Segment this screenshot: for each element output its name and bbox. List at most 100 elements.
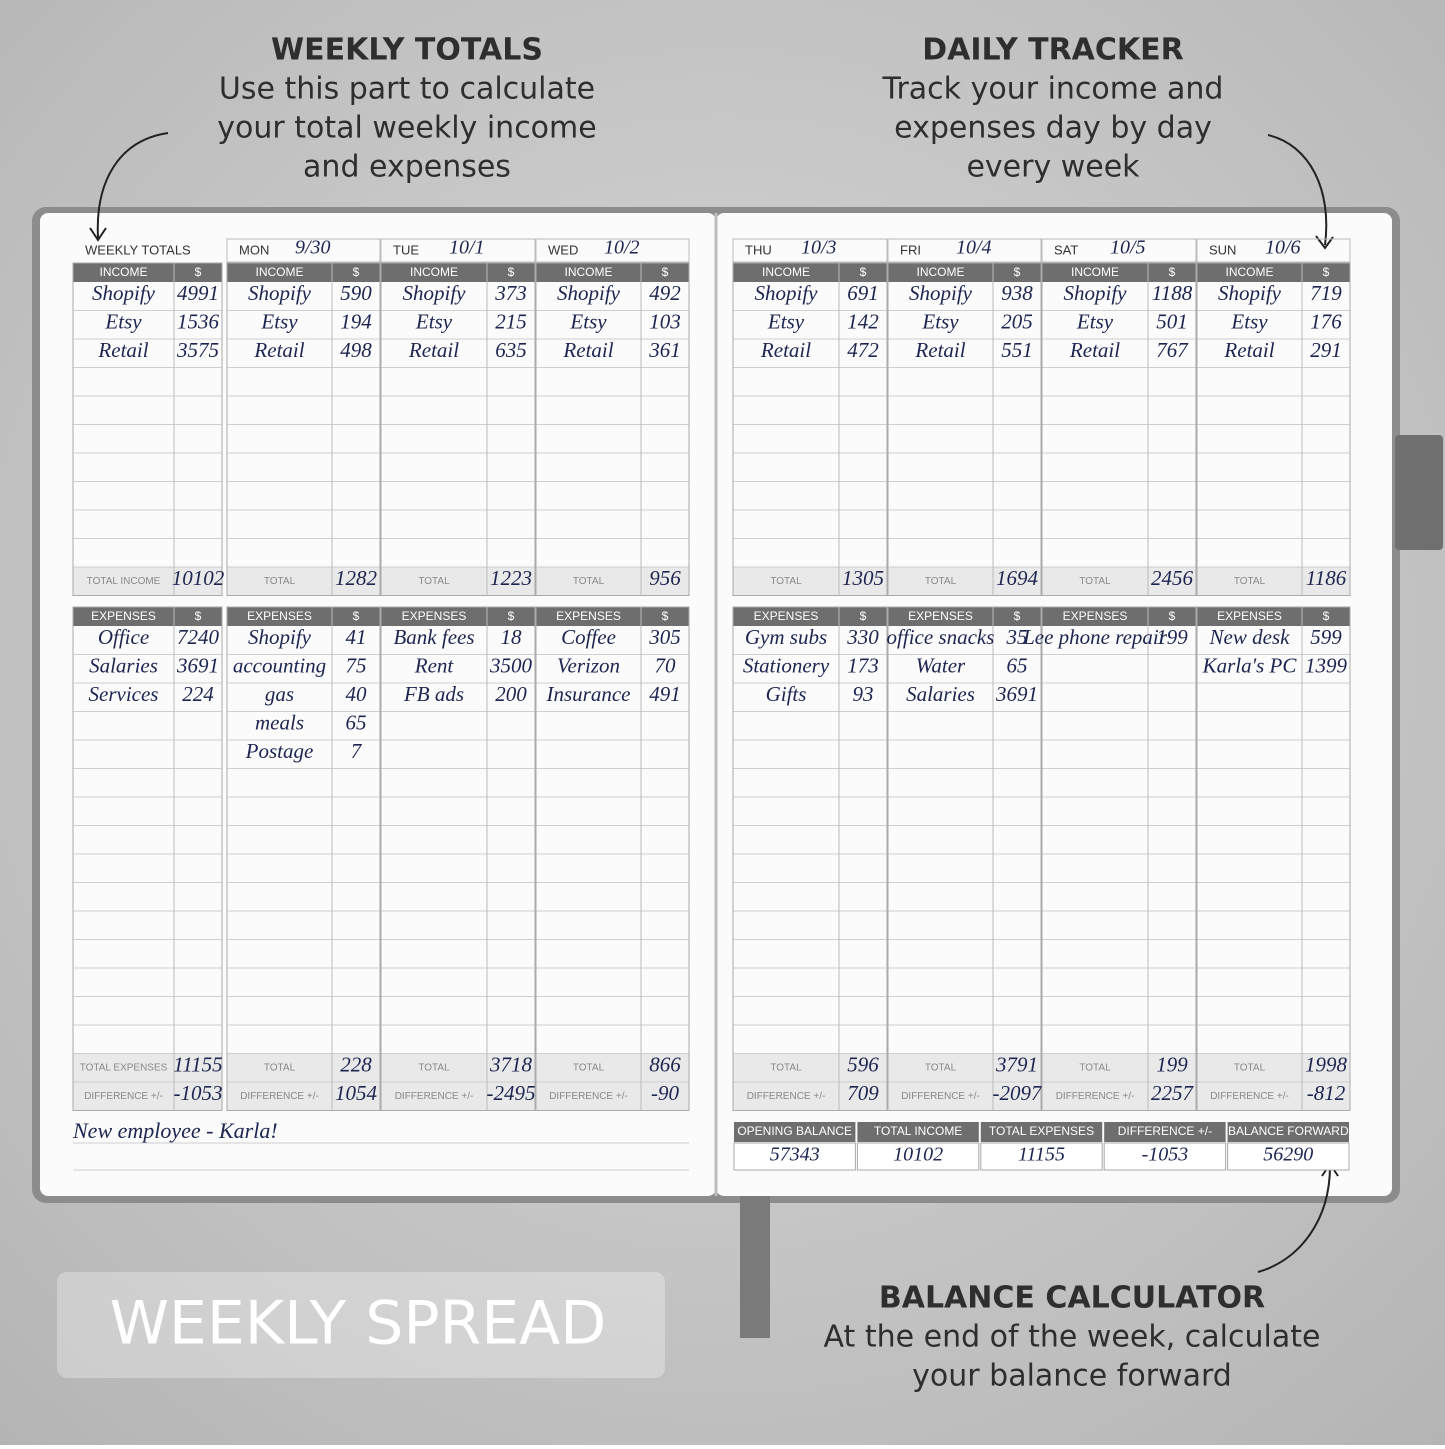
- total-label: DIFFERENCE +/-: [1056, 1091, 1135, 1102]
- section-label: INCOME: [100, 265, 148, 279]
- entry-item: Shopify: [557, 281, 621, 305]
- entry-amount: 472: [847, 338, 879, 362]
- day-box: [380, 238, 536, 263]
- section-bar: [888, 263, 1041, 282]
- section-bar: [227, 607, 380, 626]
- entry-item: gas: [265, 682, 294, 706]
- total-row: [888, 1082, 1041, 1111]
- entry-amount: 176: [1310, 310, 1342, 334]
- entry-item: New desk: [1209, 625, 1291, 649]
- total-label: TOTAL: [770, 1062, 802, 1073]
- balance-header: DIFFERENCE +/-: [1118, 1124, 1212, 1138]
- entry-item: Postage: [245, 739, 314, 763]
- entry-amount: 938: [1001, 281, 1033, 305]
- entry-amount: 599: [1310, 625, 1342, 649]
- total-row: [536, 1082, 689, 1111]
- date: 10/2: [604, 237, 640, 259]
- entry-amount: 215: [495, 310, 527, 334]
- total-row: [73, 1082, 222, 1111]
- section-label: EXPENSES: [754, 609, 819, 623]
- total-value: 1223: [490, 566, 532, 590]
- total-label: DIFFERENCE +/-: [549, 1091, 628, 1102]
- entry-item: Shopify: [1064, 281, 1128, 305]
- entry-amount: 635: [495, 338, 527, 362]
- entry-item: Etsy: [415, 310, 453, 334]
- entry-amount: 501: [1156, 310, 1188, 334]
- date: 9/30: [295, 237, 331, 259]
- arrow-head: [1315, 235, 1334, 250]
- section-border: [1196, 606, 1351, 1111]
- entry-amount: 35: [1006, 625, 1028, 649]
- total-label: DIFFERENCE +/-: [747, 1091, 826, 1102]
- callout-text: At the end of the week, calculate: [824, 1320, 1321, 1355]
- entry-amount: 65: [346, 711, 367, 735]
- day: MON: [239, 242, 269, 257]
- entry-item: Gifts: [766, 682, 807, 706]
- section-border: [535, 606, 690, 1111]
- note: New employee - Karla!: [72, 1118, 278, 1143]
- total-label: TOTAL: [264, 1062, 296, 1073]
- balance-header: BALANCE FORWARD: [1228, 1124, 1349, 1138]
- total-row: [73, 567, 222, 596]
- section-label: INCOME: [410, 265, 458, 279]
- callout-text: your balance forward: [912, 1359, 1232, 1394]
- total-row: [227, 567, 380, 596]
- entry-item: Rent: [414, 654, 455, 678]
- entry-item: Retail: [253, 338, 304, 362]
- entry-amount: 142: [847, 310, 879, 334]
- balance-header: TOTAL EXPENSES: [989, 1124, 1094, 1138]
- ribbon: [740, 1190, 770, 1338]
- entry-amount: 361: [648, 338, 681, 362]
- section-label: INCOME: [917, 265, 965, 279]
- total-row: [73, 1053, 222, 1082]
- section-bar: [73, 263, 222, 282]
- balance-value: -1053: [1142, 1144, 1189, 1166]
- entry-item: Stationery: [743, 654, 830, 678]
- entry-item: Etsy: [1076, 310, 1114, 334]
- entry-item: Retail: [1223, 338, 1274, 362]
- total-value: 956: [649, 566, 681, 590]
- section-label: EXPENSES: [91, 609, 156, 623]
- total-label: TOTAL: [418, 576, 450, 587]
- entry-amount: 492: [649, 281, 681, 305]
- section-label: EXPENSES: [556, 609, 621, 623]
- total-value: 1998: [1305, 1053, 1348, 1077]
- balance-value-cell: [1227, 1142, 1350, 1171]
- currency-label: $: [860, 609, 867, 623]
- balance-value: 11155: [1018, 1144, 1065, 1166]
- balance-header-cell: [980, 1122, 1103, 1142]
- currency-label: $: [353, 609, 360, 623]
- total-label: TOTAL: [573, 576, 605, 587]
- entry-item: Etsy: [104, 310, 142, 334]
- balance-header-cell: [1227, 1122, 1349, 1142]
- total-row: [1197, 1053, 1350, 1082]
- section-border: [1041, 606, 1197, 1111]
- day: SUN: [1209, 242, 1236, 257]
- section-border: [72, 606, 223, 1111]
- entry-item: Water: [916, 654, 966, 678]
- total-value: 2456: [1151, 566, 1194, 590]
- total-row: [536, 1053, 689, 1082]
- total-row: [888, 567, 1041, 596]
- section-bar: [1042, 263, 1196, 282]
- total-value: 1694: [996, 566, 1039, 590]
- section-border: [1196, 262, 1351, 596]
- section-bar: [536, 263, 689, 282]
- total-value: 10102: [172, 566, 225, 590]
- total-label: TOTAL: [770, 576, 802, 587]
- day-box: [1196, 238, 1351, 263]
- total-row: [1197, 1082, 1350, 1111]
- currency-label: $: [662, 609, 669, 623]
- entry-amount: 3691: [995, 682, 1038, 706]
- entry-amount: 65: [1007, 654, 1028, 678]
- section-label: EXPENSES: [402, 609, 467, 623]
- entry-item: Salaries: [89, 654, 158, 678]
- currency-label: $: [1169, 265, 1176, 279]
- total-label: DIFFERENCE +/-: [901, 1091, 980, 1102]
- entry-amount: 18: [501, 625, 523, 649]
- entry-item: Shopify: [248, 625, 312, 649]
- section-bar: [1042, 607, 1196, 626]
- entry-item: FB ads: [403, 682, 464, 706]
